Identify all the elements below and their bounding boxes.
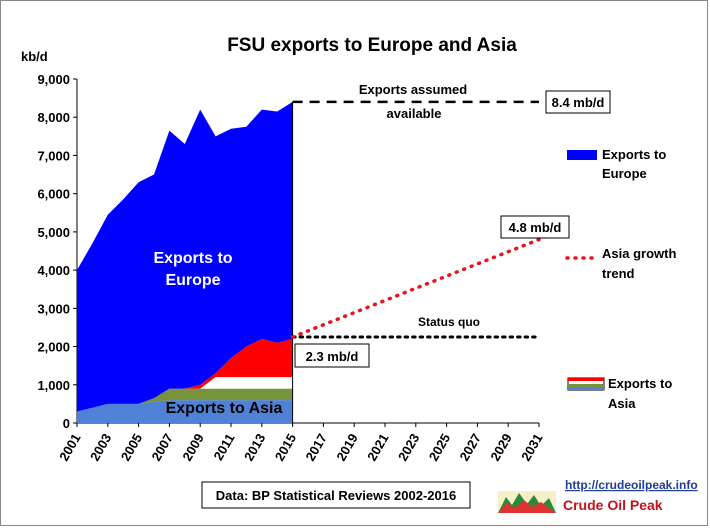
europe-value-label: 8.4 mb/d <box>552 95 605 110</box>
y-tick-label: 0 <box>63 416 70 431</box>
asia-area-white <box>77 377 293 412</box>
europe-label: Europe <box>165 272 220 289</box>
europe-assumed-note: available <box>387 106 442 121</box>
x-tick-label: 2019 <box>333 431 360 464</box>
asia-trend-line <box>290 237 541 339</box>
value-box <box>500 215 570 239</box>
y-tick-label: 8,000 <box>37 110 70 125</box>
legend-label: Asia <box>608 396 636 411</box>
europe-assumed-note: Exports assumed <box>359 82 467 97</box>
legend-swatch-europe <box>567 150 597 160</box>
y-tick-label: 3,000 <box>37 301 70 316</box>
y-tick-label: 6,000 <box>37 187 70 202</box>
x-tick-label: 2015 <box>272 431 299 464</box>
x-tick-label: 2001 <box>56 431 83 464</box>
x-tick-label: 2025 <box>426 431 453 464</box>
europe-area <box>77 101 293 412</box>
asia-area-red <box>77 338 293 412</box>
x-tick-label: 2009 <box>179 431 206 464</box>
plot-area: 0 1,000 2,000 3,000 4,000 5,000 6,000 7,000 8,00… <box>37 72 676 464</box>
x-tick-label: 2023 <box>395 431 422 464</box>
x-tick-label: 2021 <box>364 431 391 464</box>
x-tick-label: 2013 <box>241 431 268 464</box>
x-tick-label: 2031 <box>518 431 545 464</box>
legend-label: Europe <box>602 166 647 181</box>
y-tick-label: 9,000 <box>37 72 70 87</box>
legend-label: trend <box>602 266 635 281</box>
y-tick-label: 1,000 <box>37 378 70 393</box>
asia-trend-value-label: 4.8 mb/d <box>509 220 562 235</box>
status-quo-note: Status quo <box>418 315 480 329</box>
legend-swatch-asia-stripe <box>568 387 604 390</box>
value-box <box>294 343 370 368</box>
europe-label: Exports to <box>153 250 232 267</box>
legend-label: Asia growth <box>602 246 676 261</box>
y-tick-label: 2,000 <box>37 340 70 355</box>
asia-label: Exports to Asia <box>166 400 283 417</box>
x-tick-label: 2007 <box>149 431 176 464</box>
y-tick-label: 7,000 <box>37 148 70 163</box>
status-quo-value-label: 2.3 mb/d <box>306 349 359 364</box>
credit-name: Crude Oil Peak <box>563 497 663 513</box>
value-box <box>545 90 611 114</box>
x-tick-label: 2029 <box>487 431 514 464</box>
chart-title: FSU exports to Europe and Asia <box>227 35 517 56</box>
x-tick-label: 2011 <box>211 431 238 463</box>
legend-swatch-asia-stripe <box>568 378 604 381</box>
y-tick-label: 5,000 <box>37 225 70 240</box>
legend-label: Exports to <box>602 147 666 162</box>
note-bg <box>382 106 446 120</box>
credit-url[interactable]: http://crudeoilpeak.info <box>565 478 698 492</box>
x-tick-label: 2005 <box>118 431 145 464</box>
source-text: Data: BP Statistical Reviews 2002-2016 <box>216 488 456 503</box>
crude-oil-peak-logo <box>498 491 556 513</box>
source-box <box>201 481 471 509</box>
x-tick-label: 2027 <box>457 431 484 464</box>
asia-area-blue <box>77 400 293 423</box>
x-tick-label: 2017 <box>303 431 330 464</box>
y-axis-label: kb/d <box>21 49 48 64</box>
asia-area-green <box>77 388 293 412</box>
x-tick-label: 2003 <box>87 431 114 464</box>
legend-swatch-asia-stripe <box>568 384 604 387</box>
y-tick-label: 4,000 <box>37 263 70 278</box>
legend-label: Exports to <box>608 376 672 391</box>
